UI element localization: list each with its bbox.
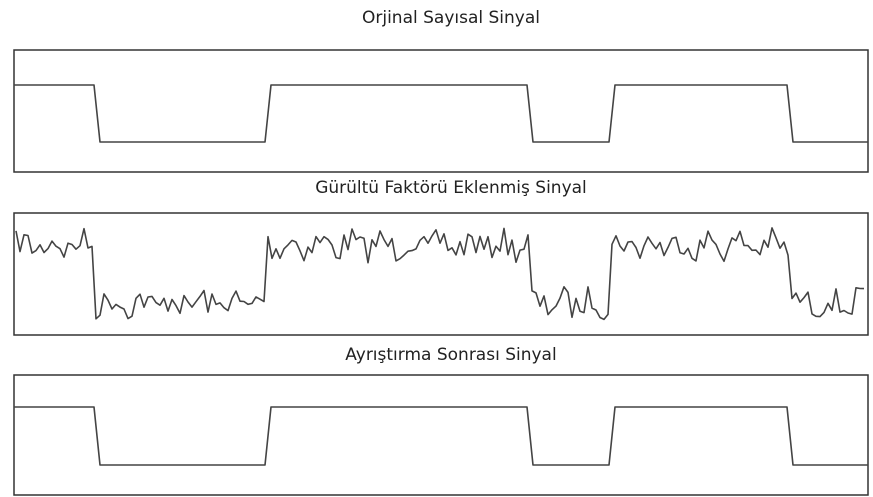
panel-frame	[13, 49, 869, 173]
recovered-signal	[14, 406, 868, 466]
panel-title: Gürültü Faktörü Eklenmiş Sinyal	[315, 178, 587, 198]
square-signal	[14, 84, 868, 143]
panel-frame	[13, 374, 869, 496]
panel-frame	[13, 212, 869, 336]
noisy-signal	[15, 227, 865, 321]
panel-title: Orjinal Sayısal Sinyal	[362, 8, 540, 28]
panel-title: Ayrıştırma Sonrası Sinyal	[345, 345, 556, 365]
